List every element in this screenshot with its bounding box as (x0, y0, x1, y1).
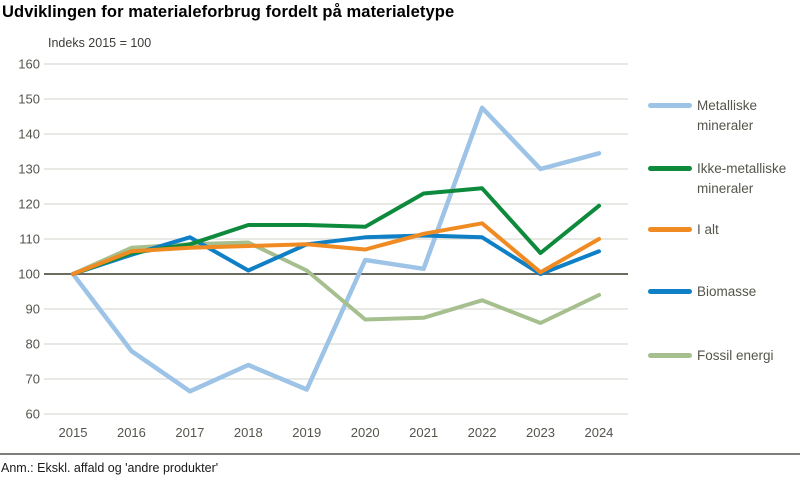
series-line-metalliske-mineraler (70, 105, 602, 394)
chart-title: Udviklingen for materialeforbrug fordelt… (2, 3, 455, 21)
legend-item-ikke-metalliske-mineraler: Ikke-metalliske mineraler (648, 159, 800, 199)
legend-swatch-ikke-metalliske-mineraler (648, 166, 692, 171)
x-tick-label: 2020 (351, 425, 380, 440)
legend-label: Biomasse (697, 284, 757, 299)
x-tick-label: 2019 (292, 425, 321, 440)
series-line-i-alt (71, 221, 601, 276)
y-tick-label: 70 (26, 372, 40, 387)
legend-label: Metalliske mineraler (697, 98, 758, 133)
x-tick-label: 2016 (117, 425, 146, 440)
y-tick-label: 60 (26, 407, 40, 422)
legend-swatch-i-alt (648, 227, 692, 232)
x-tick-label: 2021 (409, 425, 438, 440)
legend-item-biomasse: Biomasse (648, 282, 800, 302)
legend-label: Ikke-metalliske mineraler (697, 161, 787, 196)
legend-item-fossil-energi: Fossil energi (648, 346, 800, 366)
x-tick-label: 2024 (584, 425, 613, 440)
x-tick-label: 2023 (526, 425, 555, 440)
y-tick-label: 140 (18, 127, 40, 142)
y-tick-label: 100 (18, 267, 40, 282)
y-tick-label: 120 (18, 197, 40, 212)
y-tick-label: 130 (18, 162, 40, 177)
x-tick-label: 2017 (175, 425, 204, 440)
chart-legend: Metalliske mineraler Ikke-metalliske mine… (648, 0, 800, 420)
chart-subtitle: Indeks 2015 = 100 (48, 36, 152, 50)
series-line-biomasse (71, 233, 601, 276)
legend-swatch-metalliske-mineraler (648, 103, 692, 108)
y-tick-label: 110 (19, 232, 40, 247)
chart-footnote: Anm.: Ekskl. affald og 'andre produkter' (1, 461, 219, 475)
legend-swatch-fossil-energi (648, 353, 692, 358)
y-tick-label: 80 (26, 337, 40, 352)
y-tick-label: 90 (26, 302, 40, 317)
x-tick-label: 2015 (59, 425, 88, 440)
x-tick-label: 2018 (234, 425, 263, 440)
legend-label: Fossil energi (697, 348, 774, 363)
legend-swatch-biomasse (648, 289, 692, 294)
legend-item-metalliske-mineraler: Metalliske mineraler (648, 96, 800, 136)
legend-item-i-alt: I alt (648, 220, 800, 240)
y-tick-label: 150 (18, 92, 40, 107)
legend-label: I alt (697, 222, 719, 237)
x-tick-label: 2022 (468, 425, 497, 440)
y-tick-label: 160 (18, 57, 40, 72)
